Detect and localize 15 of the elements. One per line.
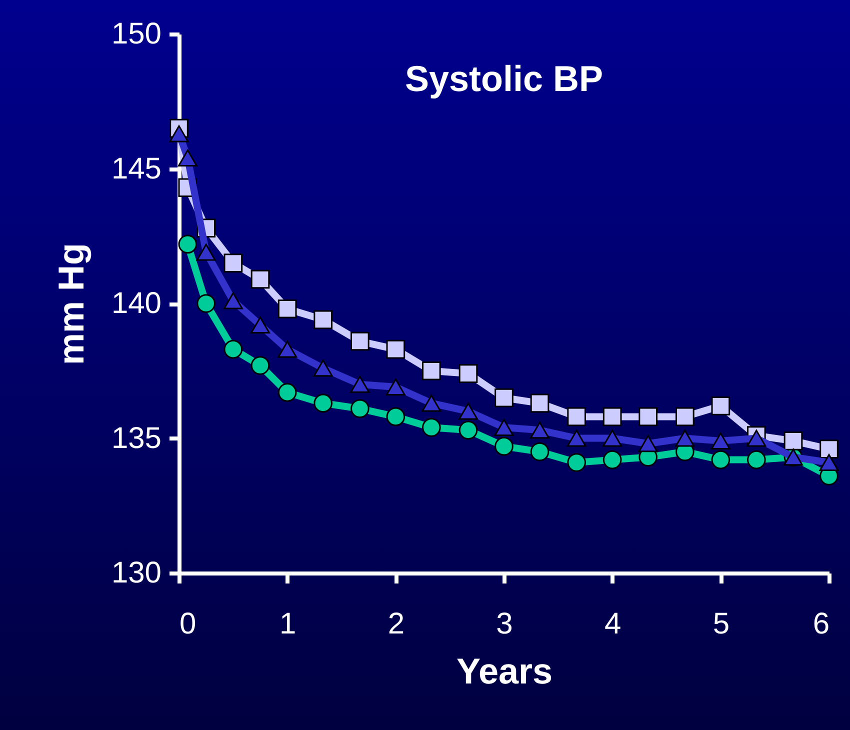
text: Systolic BP [404,58,604,99]
x-tick-label: 4 [604,608,622,640]
y-tick-label: 135 [111,422,162,455]
y-tick-label: 130 [111,556,162,590]
x-tick-label: 3 [496,608,513,640]
x-axis-title: Years [456,650,553,692]
x-tick-label: 1 [279,608,296,640]
y-tick-label: 145 [111,152,162,186]
x-tick-label: 6 [812,608,830,640]
y-tick-label: 140 [111,287,162,320]
x-tick-label: 0 [180,608,196,640]
y-axis-title: mm Hg [50,242,92,366]
x-tick-label: 2 [388,608,405,640]
y-tick-label: 150 [111,18,162,50]
x-tick-label: 5 [712,608,730,640]
